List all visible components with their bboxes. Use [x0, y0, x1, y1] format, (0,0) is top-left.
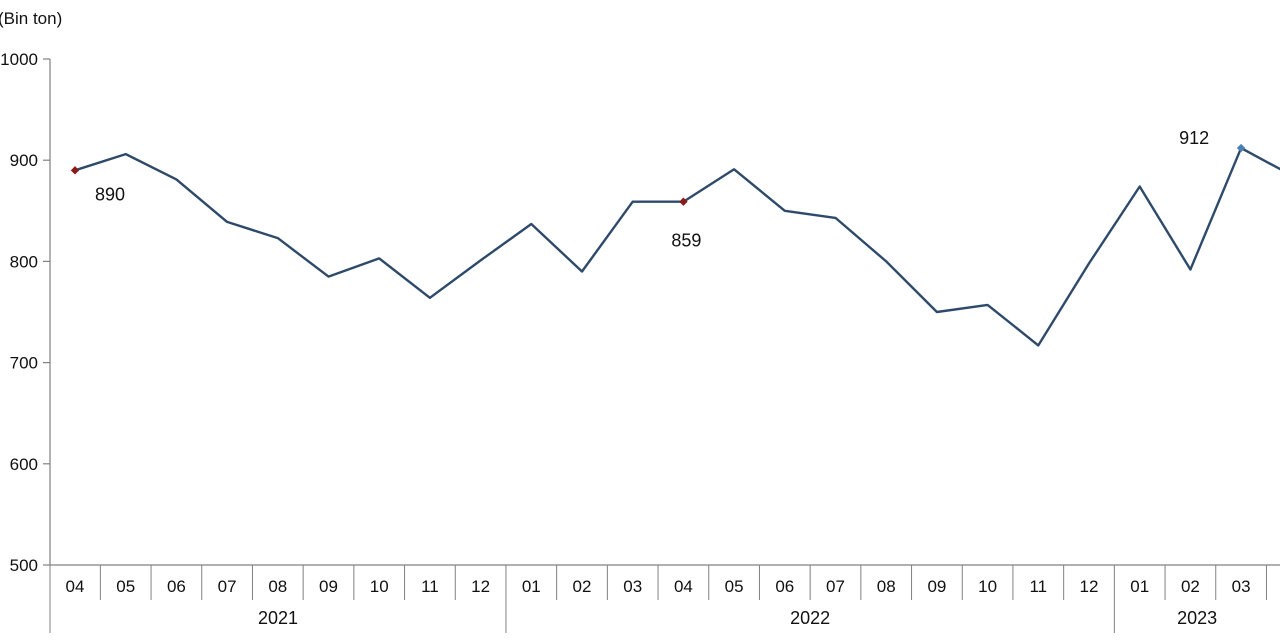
x-tick-label: 11: [1029, 577, 1047, 596]
y-axis-unit-label: (Bin ton): [0, 9, 62, 28]
x-tick-label: 09: [319, 577, 338, 596]
x-tick-label: 08: [877, 577, 896, 596]
y-tick-label: 600: [10, 455, 38, 474]
x-tick-label: 04: [66, 577, 85, 596]
x-tick-label: 12: [1080, 577, 1099, 596]
data-label: 890: [95, 184, 125, 204]
data-point-marker: [679, 197, 688, 206]
x-tick-label: 02: [1181, 577, 1200, 596]
x-tick-label: 04: [674, 577, 693, 596]
y-axis: 1000 900 800 700 600 500: [0, 50, 51, 575]
x-tick-label: 05: [116, 577, 135, 596]
x-tick-label: 02: [573, 577, 592, 596]
data-point-marker: [1236, 143, 1246, 153]
x-tick-label: 07: [826, 577, 845, 596]
series-line-group: [70, 143, 1280, 347]
x-tick-label: 12: [471, 577, 490, 596]
data-label: 912: [1179, 128, 1209, 148]
x-axis: 04 05 06 07 08 09 10 11 12 01 02 03 04 05 06 07 08 09 10 11…: [49, 564, 1280, 633]
x-tick-label: 01: [1130, 577, 1149, 596]
x-tick-label: 06: [775, 577, 794, 596]
x-tick-label: 01: [522, 577, 541, 596]
data-point-marker: [70, 166, 80, 175]
x-tick-label: 10: [978, 577, 997, 596]
data-labels: 890 859 912: [95, 128, 1209, 251]
x-year-label: 2021: [258, 608, 298, 628]
x-tick-label: 10: [370, 577, 389, 596]
x-tick-label: 11: [421, 577, 439, 596]
x-year-label: 2022: [790, 608, 830, 628]
x-tick-label: 08: [268, 577, 287, 596]
y-tick-label: 800: [10, 252, 38, 271]
y-tick-label: 900: [10, 151, 38, 170]
x-tick-label: 05: [725, 577, 744, 596]
x-tick-label: 03: [623, 577, 642, 596]
data-label: 859: [671, 231, 701, 251]
x-tick-label: 07: [218, 577, 237, 596]
x-tick-label: 03: [1232, 577, 1251, 596]
y-tick-label: 500: [10, 556, 38, 575]
x-year-label: 2023: [1177, 608, 1217, 628]
y-tick-label: 700: [10, 354, 38, 373]
x-tick-label: 09: [927, 577, 946, 596]
x-tick-label: 06: [167, 577, 186, 596]
y-tick-label: 1000: [0, 50, 38, 69]
